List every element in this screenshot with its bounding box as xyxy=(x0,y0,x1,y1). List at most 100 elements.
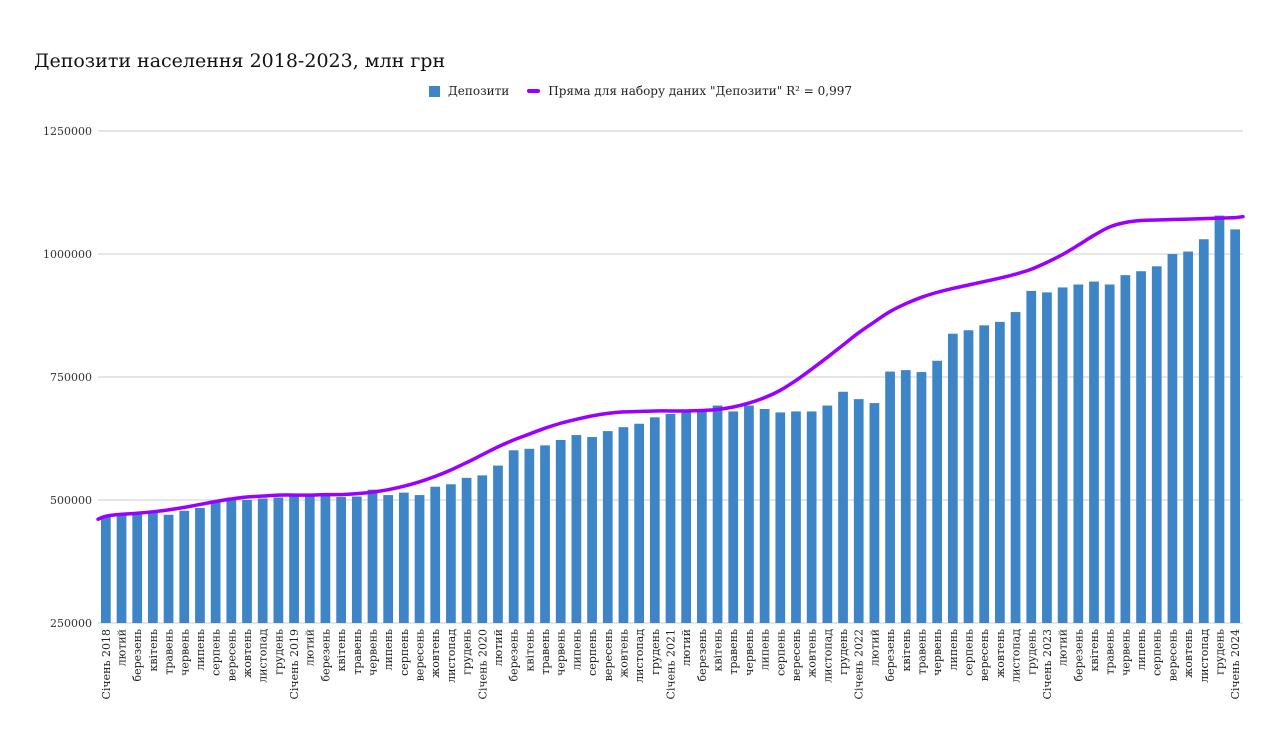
bar-deposits xyxy=(210,501,221,623)
bars xyxy=(100,215,1241,624)
y-axis-ticks: 250000 500000 750000 1000000 1250000 xyxy=(43,125,92,630)
x-tick-label: грудень xyxy=(837,629,850,675)
x-tick-label: серпень xyxy=(963,629,976,676)
x-tick-label: квітень xyxy=(335,629,348,672)
legend: Депозити Пряма для набору даних "Депозит… xyxy=(0,84,1281,98)
bar-deposits xyxy=(430,486,441,623)
x-tick-label: лютий xyxy=(680,629,693,666)
bar-deposits xyxy=(822,405,833,623)
bar-deposits xyxy=(932,360,943,623)
bar-deposits xyxy=(1136,271,1146,623)
bar-deposits xyxy=(493,465,503,623)
bar-deposits xyxy=(320,496,331,623)
bar-deposits xyxy=(649,417,660,623)
bar-deposits xyxy=(900,370,911,623)
bar-deposits xyxy=(806,411,817,623)
trendline-path xyxy=(96,214,1245,521)
x-tick-label: листопад xyxy=(257,629,270,683)
x-tick-label: Січень 2018 xyxy=(100,629,113,700)
x-tick-label: липень xyxy=(759,629,772,670)
bar-deposits xyxy=(947,333,958,623)
x-tick-label: квітень xyxy=(523,629,536,672)
x-tick-label: липень xyxy=(382,629,395,670)
y-tick-label: 750000 xyxy=(50,371,92,384)
y-tick-label: 500000 xyxy=(50,494,92,507)
x-tick-label: лютий xyxy=(116,629,129,666)
bar-deposits xyxy=(1198,239,1209,624)
legend-item-deposits: Депозити xyxy=(429,84,509,98)
bar-deposits xyxy=(665,413,676,623)
x-tick-label: вересень xyxy=(978,629,991,681)
x-tick-label: вересень xyxy=(225,629,238,681)
bar-deposits xyxy=(1010,312,1021,623)
x-tick-label: листопад xyxy=(821,629,834,683)
x-tick-label: вересень xyxy=(1166,629,1179,681)
bar-deposits xyxy=(100,516,111,623)
bar-deposits xyxy=(1151,266,1162,623)
bar-deposits xyxy=(1120,275,1131,623)
bar-deposits xyxy=(163,514,174,623)
x-tick-label: серпень xyxy=(398,629,411,676)
bar-deposits xyxy=(195,507,205,623)
x-tick-label: грудень xyxy=(1213,629,1226,675)
bar-deposits xyxy=(885,371,895,623)
bar-deposits xyxy=(398,492,409,623)
bar-deposits xyxy=(995,321,1005,623)
bar-deposits xyxy=(446,484,456,623)
x-tick-label: грудень xyxy=(272,629,285,675)
x-tick-label: травень xyxy=(351,629,364,675)
bar-deposits xyxy=(524,448,535,623)
x-tick-label: березень xyxy=(508,629,521,682)
bar-deposits xyxy=(1167,254,1178,623)
x-tick-label: грудень xyxy=(649,629,662,675)
bar-deposits xyxy=(116,514,127,623)
x-tick-label: жовтень xyxy=(617,629,630,678)
bar-deposits xyxy=(869,403,880,623)
x-axis-ticks: Січень 2018 лютий березень квітень травень че… xyxy=(100,629,1242,700)
bar-deposits xyxy=(1183,251,1193,624)
bar-deposits xyxy=(634,423,644,623)
y-tick-label: 1000000 xyxy=(43,248,92,261)
bar-deposits xyxy=(367,489,378,623)
bar-deposits xyxy=(477,475,488,623)
bar-deposits xyxy=(1214,215,1225,623)
bar-deposits xyxy=(257,498,268,623)
bar-deposits xyxy=(1057,287,1068,623)
x-tick-label: березень xyxy=(319,629,332,682)
bar-deposits xyxy=(1230,229,1241,623)
bar-deposits xyxy=(775,412,786,623)
x-tick-label: Січень 2022 xyxy=(853,629,866,700)
bar-deposits xyxy=(712,405,723,623)
x-tick-label: квітень xyxy=(712,629,725,672)
bar-deposits xyxy=(242,500,252,623)
bar-deposits xyxy=(618,427,629,623)
bar-deposits xyxy=(289,496,299,623)
x-tick-label: лютий xyxy=(868,629,881,666)
legend-swatch-deposits xyxy=(429,85,441,97)
x-tick-label: червень xyxy=(931,629,944,676)
bar-deposits xyxy=(508,450,519,623)
legend-item-trendline: Пряма для набору даних "Депозити" R² = 0… xyxy=(527,84,852,98)
legend-label-trendline: Пряма для набору даних "Депозити" R² = 0… xyxy=(548,84,852,98)
bar-deposits xyxy=(1026,290,1037,623)
x-tick-label: жовтень xyxy=(806,629,819,678)
bar-deposits xyxy=(853,399,864,623)
bar-deposits xyxy=(681,411,692,623)
x-tick-label: вересень xyxy=(602,629,615,681)
x-tick-label: лютий xyxy=(304,629,317,666)
x-tick-label: квітень xyxy=(900,629,913,672)
x-tick-label: грудень xyxy=(1025,629,1038,675)
x-tick-label: листопад xyxy=(1198,629,1211,683)
bar-deposits xyxy=(273,497,284,623)
x-tick-label: жовтень xyxy=(429,629,442,678)
x-tick-label: лютий xyxy=(492,629,505,666)
x-tick-label: лютий xyxy=(1057,629,1070,666)
x-tick-label: липень xyxy=(194,629,207,670)
bar-deposits xyxy=(571,435,582,623)
x-tick-label: липень xyxy=(1135,629,1148,670)
bar-deposits xyxy=(759,408,770,623)
x-tick-label: серпень xyxy=(774,629,787,676)
x-tick-label: Січень 2024 xyxy=(1229,629,1242,700)
y-tick-label: 250000 xyxy=(50,617,92,630)
x-tick-label: травень xyxy=(915,629,928,675)
